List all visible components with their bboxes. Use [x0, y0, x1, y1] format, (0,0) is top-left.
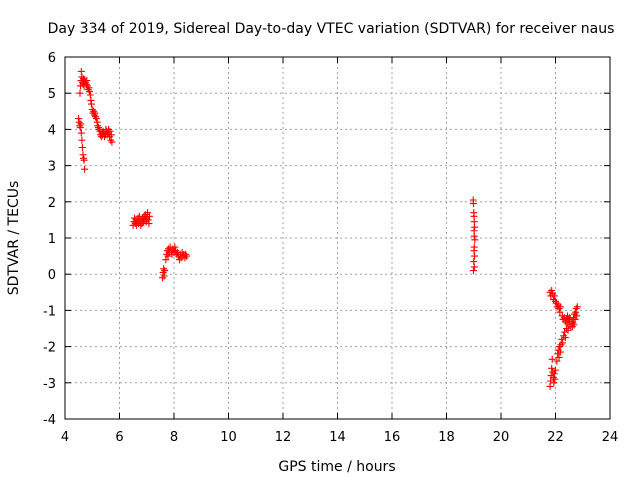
y-tick-label: 4: [48, 123, 56, 138]
data-point: [78, 136, 86, 144]
data-point: [81, 165, 89, 173]
data-point: [144, 209, 152, 217]
y-tick-label: 1: [48, 232, 56, 247]
data-point: [161, 267, 169, 275]
data-point: [555, 353, 563, 361]
data-point: [92, 115, 100, 123]
y-tick-label: -4: [43, 413, 56, 428]
x-tick-label: 4: [61, 430, 69, 445]
data-point: [550, 292, 558, 300]
data-point: [469, 200, 477, 208]
data-point: [548, 355, 556, 363]
data-point: [573, 312, 581, 320]
data-point: [87, 100, 95, 108]
x-tick-label: 12: [275, 430, 292, 445]
data-point: [162, 256, 170, 264]
data-point: [564, 326, 572, 334]
y-tick-label: 3: [48, 160, 56, 175]
data-point: [552, 366, 559, 374]
data-point: [556, 303, 564, 311]
axis-ticks: [64, 56, 611, 420]
data-point: [145, 220, 153, 228]
grid: [65, 57, 610, 419]
y-tick-label: -1: [43, 304, 56, 319]
x-axis-label: GPS time / hours: [278, 459, 395, 475]
data-point: [571, 315, 579, 323]
data-point: [106, 127, 114, 135]
data-point: [560, 328, 568, 336]
y-tick-labels: -4 -3 -2 -1 0 1 2 3 4 5 6: [43, 51, 56, 428]
data-point: [548, 364, 556, 372]
data-point: [573, 303, 581, 311]
x-tick-labels: 4 6 8 10 12 14 16 18 20 22 24: [61, 430, 618, 445]
data-point: [164, 252, 172, 260]
data-point: [86, 87, 94, 95]
x-tick-label: 8: [170, 430, 178, 445]
data-point: [570, 321, 578, 329]
x-tick-label: 18: [438, 430, 455, 445]
data-point: [553, 357, 561, 365]
data-point: [77, 120, 85, 128]
y-tick-label: 6: [48, 51, 56, 66]
data-point: [145, 212, 153, 220]
data-point: [77, 129, 85, 137]
data-point: [171, 243, 179, 251]
data-point: [548, 286, 556, 294]
data-point: [80, 156, 88, 164]
data-point: [551, 375, 559, 383]
x-tick-label: 6: [115, 430, 123, 445]
data-point: [550, 379, 558, 387]
x-tick-label: 10: [220, 430, 237, 445]
data-point: [558, 335, 566, 343]
data-point: [78, 144, 86, 151]
data-point: [183, 252, 191, 260]
y-tick-label: 5: [48, 87, 56, 102]
data-point: [572, 305, 580, 313]
x-tick-label: 16: [384, 430, 401, 445]
data-point: [471, 236, 479, 244]
data-point: [556, 348, 564, 356]
data-point: [160, 265, 168, 273]
data-point: [144, 216, 152, 224]
y-axis-label: SDTVAR / TECUs: [6, 181, 22, 296]
data-points: [75, 67, 581, 390]
data-point: [76, 89, 84, 97]
x-tick-label: 24: [602, 430, 619, 445]
data-point: [561, 334, 569, 342]
data-point: [469, 267, 477, 275]
data-point: [559, 339, 567, 347]
data-point: [471, 252, 479, 260]
data-point: [107, 131, 115, 139]
data-point: [470, 263, 478, 271]
x-tick-label: 14: [329, 430, 346, 445]
chart-title: Day 334 of 2019, Sidereal Day-to-day VTE…: [48, 21, 615, 37]
x-tick-label: 20: [493, 430, 510, 445]
y-tick-label: -2: [43, 341, 56, 356]
y-tick-label: 2: [48, 196, 56, 211]
x-tick-label: 22: [547, 430, 564, 445]
y-tick-label: -3: [43, 377, 56, 392]
data-point: [108, 138, 116, 146]
y-tick-label: 0: [48, 268, 56, 283]
